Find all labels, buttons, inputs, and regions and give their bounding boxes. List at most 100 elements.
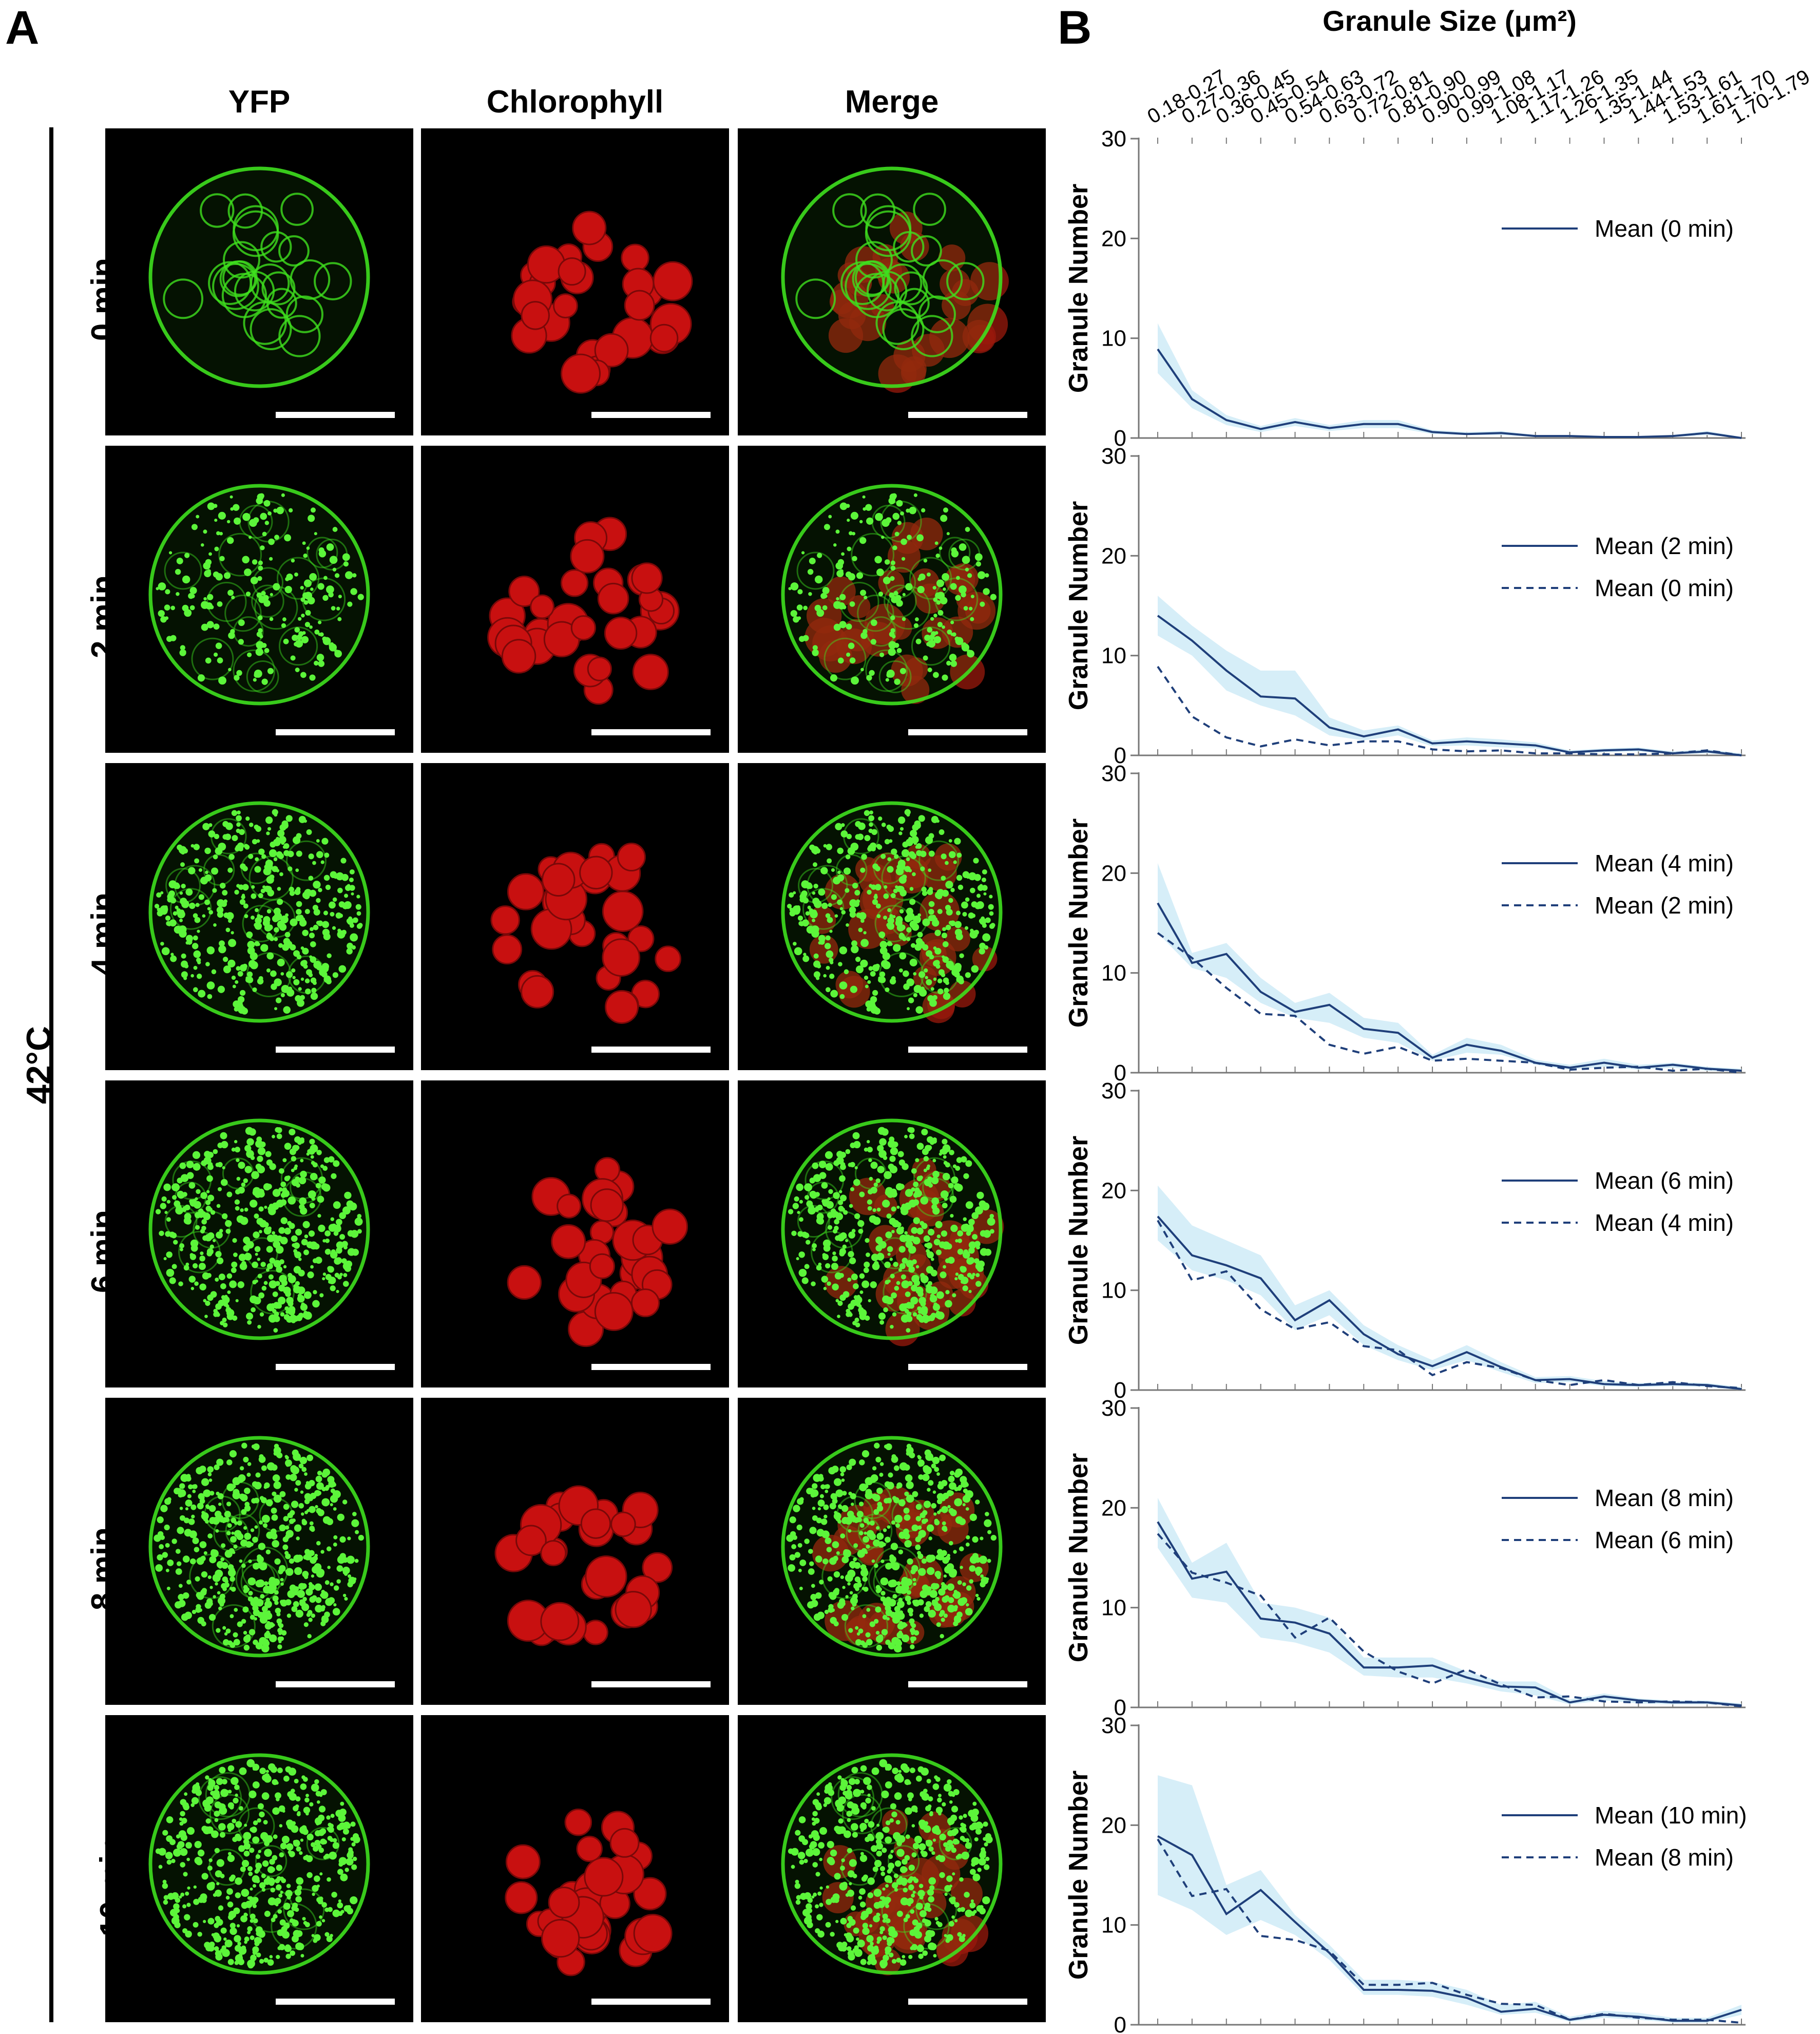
micrograph-chlorophyll-4 — [421, 1398, 729, 1705]
y-tick-label: 30 — [1101, 126, 1126, 151]
y-tick-label: 0 — [1114, 1060, 1126, 1086]
y-tick-label: 30 — [1101, 1713, 1126, 1738]
micrograph-yfp-0 — [105, 128, 413, 435]
y-tick-label: 30 — [1101, 761, 1126, 786]
micrograph-yfp-1 — [105, 446, 413, 753]
micrograph-yfp-3 — [105, 1080, 413, 1387]
micrograph-merge-4 — [738, 1398, 1046, 1705]
panel-b-letter: B — [1058, 2, 1092, 54]
condition-bracket — [49, 127, 53, 2022]
legend-label: Mean (8 min) — [1595, 1844, 1734, 1871]
column-header-yfp: YFP — [228, 84, 291, 120]
legend-label: Mean (2 min) — [1595, 533, 1734, 559]
y-axis-title: Granule Number — [1064, 819, 1094, 1028]
micrograph-chlorophyll-5 — [421, 1715, 729, 2022]
series-line-solid — [1157, 1521, 1742, 1707]
scale-bar — [591, 1681, 711, 1687]
y-tick-label: 0 — [1114, 2012, 1126, 2034]
y-axis-title: Granule Number — [1064, 1136, 1094, 1345]
series-line-dashed — [1157, 666, 1742, 756]
y-tick-label: 10 — [1101, 1913, 1126, 1938]
y-tick-label: 20 — [1101, 226, 1126, 251]
y-tick-label: 20 — [1101, 861, 1126, 886]
legend-label: Mean (4 min) — [1595, 850, 1734, 877]
panel-a-letter: A — [5, 2, 40, 54]
micrograph-chlorophyll-0 — [421, 128, 729, 435]
y-tick-label: 10 — [1101, 326, 1126, 351]
scale-bar — [591, 1047, 711, 1053]
y-tick-label: 0 — [1114, 1695, 1126, 1720]
column-header-merge: Merge — [845, 84, 939, 120]
scale-bar — [591, 1364, 711, 1370]
series-line-solid — [1157, 615, 1742, 756]
y-tick-label: 20 — [1101, 1178, 1126, 1203]
y-tick-label: 30 — [1101, 1078, 1126, 1104]
confidence-band — [1158, 1497, 1741, 1707]
series-line-solid — [1157, 1835, 1742, 2022]
y-axis-title: Granule Number — [1064, 1453, 1094, 1662]
chart-2: 0 10 20 30 Granule Number Mean (4 min) Mean (2… — [1064, 761, 1746, 1086]
micrograph-yfp-2 — [105, 763, 413, 1070]
scale-bar — [908, 1364, 1027, 1370]
chart-1: 0 10 20 30 Granule Number Mean (2 min) Mean (0… — [1064, 444, 1746, 768]
legend-label: Mean (0 min) — [1595, 575, 1734, 601]
series-line-solid — [1157, 902, 1742, 1072]
legend-label: Mean (6 min) — [1595, 1527, 1734, 1553]
y-tick-label: 0 — [1114, 743, 1126, 768]
y-tick-label: 20 — [1101, 1495, 1126, 1520]
scale-bar — [276, 1681, 395, 1687]
scale-bar — [591, 729, 711, 735]
x-axis-title: Granule Size (μm²) — [1323, 5, 1577, 37]
y-tick-label: 0 — [1114, 426, 1126, 451]
micrograph-yfp-5 — [105, 1715, 413, 2022]
chart-0: 0 10 20 30 Granule Number Mean (0 min) — [1064, 126, 1746, 451]
micrograph-merge-0 — [738, 128, 1046, 435]
y-axis-title: Granule Number — [1064, 501, 1094, 710]
micrograph-merge-5 — [738, 1715, 1046, 2022]
confidence-band — [1158, 596, 1741, 755]
confidence-band — [1158, 323, 1741, 438]
scale-bar — [276, 1047, 395, 1053]
y-tick-label: 0 — [1114, 1378, 1126, 1403]
chart-3: 0 10 20 30 Granule Number Mean (6 min) Mean (4… — [1064, 1078, 1746, 1403]
column-header-chlorophyll: Chlorophyll — [486, 84, 664, 120]
series-line-solid — [1157, 348, 1742, 439]
scale-bar — [276, 1364, 395, 1370]
micrograph-merge-1 — [738, 446, 1046, 753]
scale-bar — [591, 1999, 711, 2005]
scale-bar — [908, 1999, 1027, 2005]
series-line-dashed — [1157, 1838, 1742, 2024]
series-line-dashed — [1157, 1533, 1742, 1708]
scale-bar — [908, 1047, 1027, 1053]
series-line-solid — [1157, 1215, 1742, 1391]
micrograph-chlorophyll-3 — [421, 1080, 729, 1387]
y-axis-title: Granule Number — [1064, 184, 1094, 393]
micrograph-yfp-4 — [105, 1398, 413, 1705]
confidence-band — [1158, 1775, 1741, 2023]
legend-label: Mean (0 min) — [1595, 215, 1734, 242]
y-axis-title: Granule Number — [1064, 1771, 1094, 1980]
scale-bar — [908, 729, 1027, 735]
y-tick-label: 10 — [1101, 1278, 1126, 1303]
legend-label: Mean (10 min) — [1595, 1802, 1747, 1829]
confidence-band — [1158, 1185, 1741, 1390]
y-tick-label: 30 — [1101, 444, 1126, 469]
legend-label: Mean (4 min) — [1595, 1209, 1734, 1236]
legend-label: Mean (8 min) — [1595, 1485, 1734, 1511]
scale-bar — [276, 1999, 395, 2005]
micrograph-chlorophyll-1 — [421, 446, 729, 753]
chart-5: 0 10 20 30 Granule Number Mean (10 min) Mean (… — [1064, 1713, 1747, 2034]
micrograph-merge-2 — [738, 763, 1046, 1070]
legend-label: Mean (2 min) — [1595, 892, 1734, 919]
y-tick-label: 20 — [1101, 543, 1126, 568]
y-tick-label: 10 — [1101, 1595, 1126, 1621]
chart-4: 0 10 20 30 Granule Number Mean (8 min) Mean (6… — [1064, 1396, 1746, 1720]
y-tick-label: 10 — [1101, 643, 1126, 669]
y-tick-label: 30 — [1101, 1396, 1126, 1421]
scale-bar — [276, 729, 395, 735]
scale-bar — [276, 412, 395, 418]
scale-bar — [591, 412, 711, 418]
y-tick-label: 10 — [1101, 961, 1126, 986]
scale-bar — [908, 1681, 1027, 1687]
